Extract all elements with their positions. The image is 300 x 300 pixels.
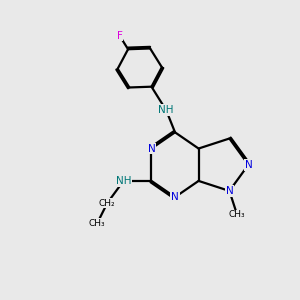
Text: N: N bbox=[244, 160, 252, 170]
Text: F: F bbox=[116, 31, 122, 40]
Text: CH₃: CH₃ bbox=[229, 210, 245, 219]
Text: NH: NH bbox=[158, 105, 174, 115]
Text: N: N bbox=[171, 192, 179, 202]
Text: CH₂: CH₂ bbox=[99, 199, 116, 208]
Text: N: N bbox=[148, 143, 155, 154]
Text: NH: NH bbox=[116, 176, 131, 186]
Text: N: N bbox=[226, 186, 233, 196]
Text: CH₃: CH₃ bbox=[89, 219, 105, 228]
